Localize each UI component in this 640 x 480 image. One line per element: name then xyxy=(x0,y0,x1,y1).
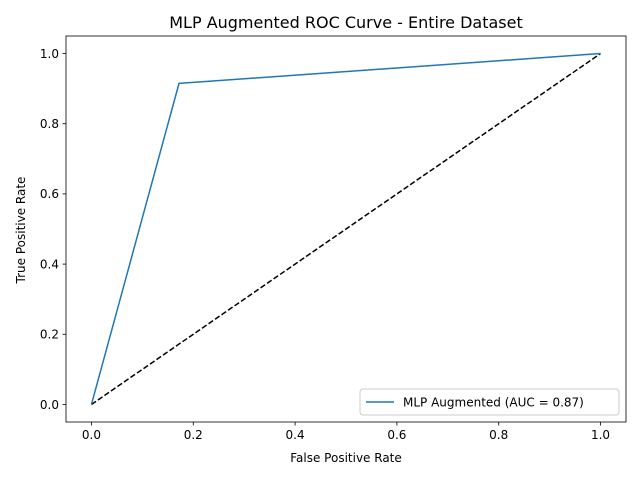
legend-box xyxy=(359,388,620,416)
x-tick-label: 0.6 xyxy=(387,428,406,442)
x-tick-label: 0.0 xyxy=(82,428,101,442)
x-tick-label: 1.0 xyxy=(591,428,610,442)
y-tick-label: 1.0 xyxy=(40,47,59,61)
legend: MLP Augmented (AUC = 0.87) xyxy=(359,388,620,416)
roc-curve-line xyxy=(90,52,601,405)
x-axis-label: False Positive Rate xyxy=(290,451,402,465)
y-tick-label: 0.8 xyxy=(40,117,59,131)
chart-title: MLP Augmented ROC Curve - Entire Dataset xyxy=(169,13,523,32)
y-tick-label: 0.0 xyxy=(40,398,59,412)
legend-label: MLP Augmented (AUC = 0.87) xyxy=(403,395,584,409)
y-tick-label: 0.4 xyxy=(40,257,59,271)
x-tick-label: 0.2 xyxy=(184,428,203,442)
y-axis-label: True Positive Rate xyxy=(14,177,28,285)
x-tick-label: 0.8 xyxy=(489,428,508,442)
y-tick-label: 0.2 xyxy=(40,328,59,342)
plot-area xyxy=(90,52,601,406)
y-tick-label: 0.6 xyxy=(40,187,59,201)
x-tick-label: 0.4 xyxy=(286,428,305,442)
axes-frame xyxy=(65,35,627,423)
reference-diagonal-line xyxy=(91,52,601,406)
axes: 0.0 0.2 0.4 0.6 0.8 1.0 0.0 0.2 0.4 0.6 0.8 1.0 xyxy=(40,35,627,442)
